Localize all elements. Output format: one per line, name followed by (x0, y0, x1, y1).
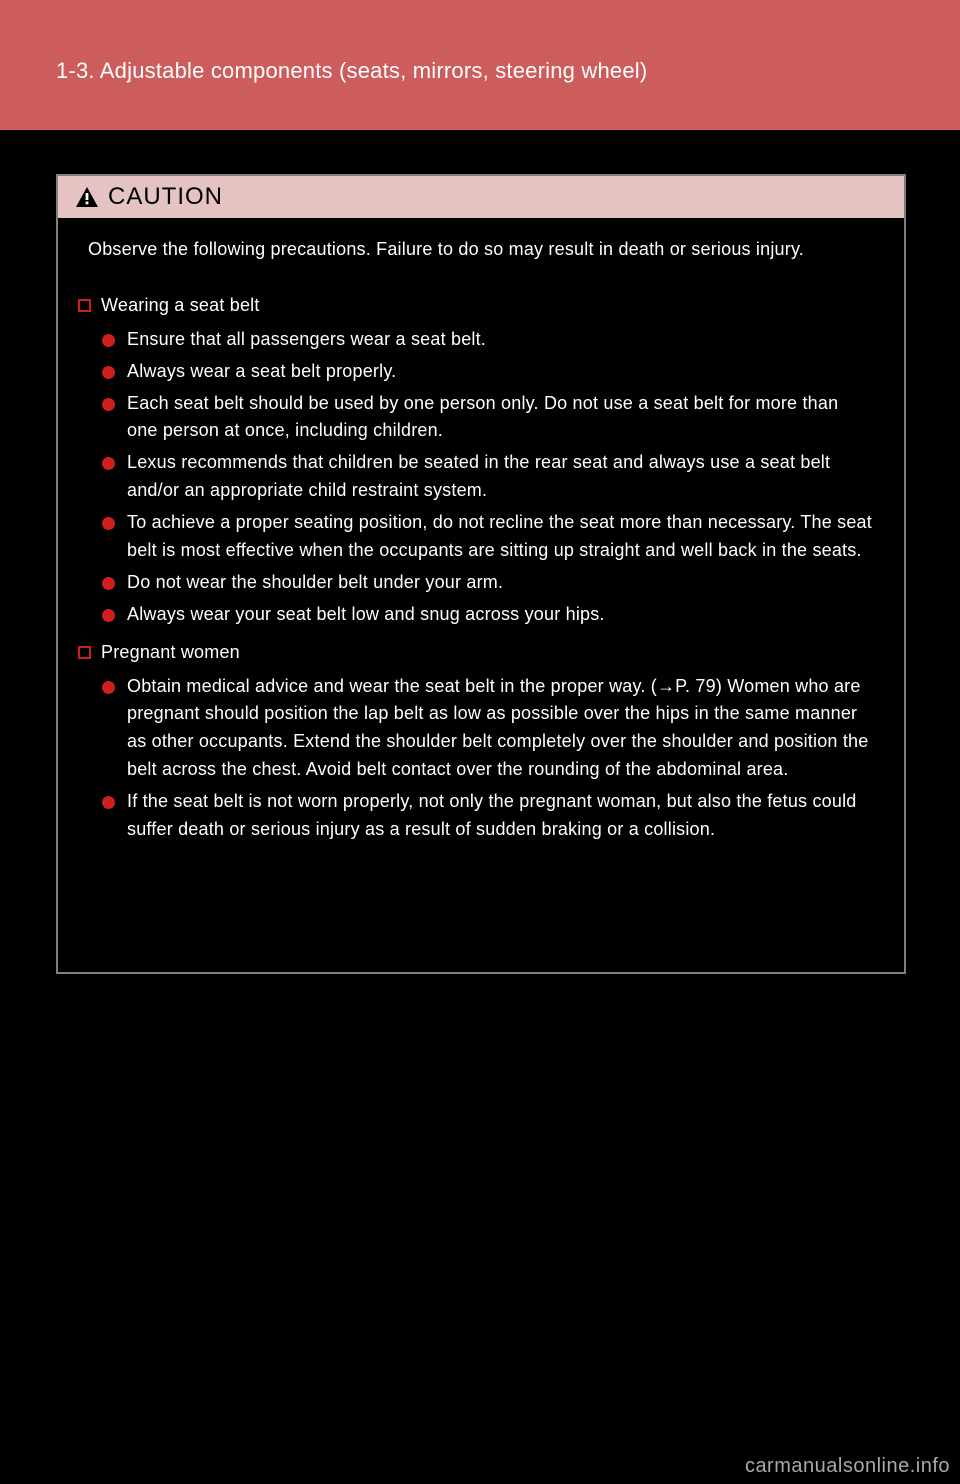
list-item: Always wear your seat belt low and snug … (102, 601, 874, 629)
bullet-text: Do not wear the shoulder belt under your… (127, 569, 874, 597)
dot-icon (102, 366, 115, 379)
dot-icon (102, 796, 115, 809)
dot-icon (102, 398, 115, 411)
caution-box: CAUTION Observe the following precaution… (56, 174, 906, 974)
section-heading: Pregnant women (78, 639, 874, 667)
list-item: Obtain medical advice and wear the seat … (102, 673, 874, 785)
bullet-text: To achieve a proper seating position, do… (127, 509, 874, 565)
caution-body: Observe the following precautions. Failu… (58, 218, 904, 874)
caution-section: Pregnant women Obtain medical advice and… (78, 639, 874, 844)
section-heading-text: Wearing a seat belt (101, 292, 874, 320)
bullet-text: If the seat belt is not worn properly, n… (127, 788, 874, 844)
caution-section: Wearing a seat belt Ensure that all pass… (78, 292, 874, 629)
list-item: Ensure that all passengers wear a seat b… (102, 326, 874, 354)
list-item: To achieve a proper seating position, do… (102, 509, 874, 565)
bullet-text: Lexus recommends that children be seated… (127, 449, 874, 505)
caution-header: CAUTION (58, 176, 904, 218)
caution-preamble: Observe the following precautions. Failu… (78, 236, 874, 264)
list-item: Always wear a seat belt properly. (102, 358, 874, 386)
page-header-bar: 1-3. Adjustable components (seats, mirro… (0, 0, 960, 130)
square-bullet-icon (78, 299, 91, 312)
dot-icon (102, 334, 115, 347)
dot-icon (102, 609, 115, 622)
section-heading-text: Pregnant women (101, 639, 874, 667)
bullet-text: Always wear your seat belt low and snug … (127, 601, 874, 629)
list-item: Lexus recommends that children be seated… (102, 449, 874, 505)
dot-icon (102, 517, 115, 530)
bullet-list: Obtain medical advice and wear the seat … (78, 673, 874, 844)
square-bullet-icon (78, 646, 91, 659)
warning-triangle-icon (76, 187, 98, 207)
bullet-text: Obtain medical advice and wear the seat … (127, 673, 874, 785)
bullet-list: Ensure that all passengers wear a seat b… (78, 326, 874, 629)
dot-icon (102, 457, 115, 470)
bullet-text: Each seat belt should be used by one per… (127, 390, 874, 446)
watermark: carmanualsonline.info (745, 1455, 950, 1478)
list-item: If the seat belt is not worn properly, n… (102, 788, 874, 844)
caution-title: CAUTION (108, 183, 223, 211)
list-item: Do not wear the shoulder belt under your… (102, 569, 874, 597)
bullet-text: Always wear a seat belt properly. (127, 358, 874, 386)
list-item: Each seat belt should be used by one per… (102, 390, 874, 446)
section-heading: Wearing a seat belt (78, 292, 874, 320)
breadcrumb: 1-3. Adjustable components (seats, mirro… (56, 58, 647, 84)
dot-icon (102, 577, 115, 590)
dot-icon (102, 681, 115, 694)
bullet-text: Ensure that all passengers wear a seat b… (127, 326, 874, 354)
